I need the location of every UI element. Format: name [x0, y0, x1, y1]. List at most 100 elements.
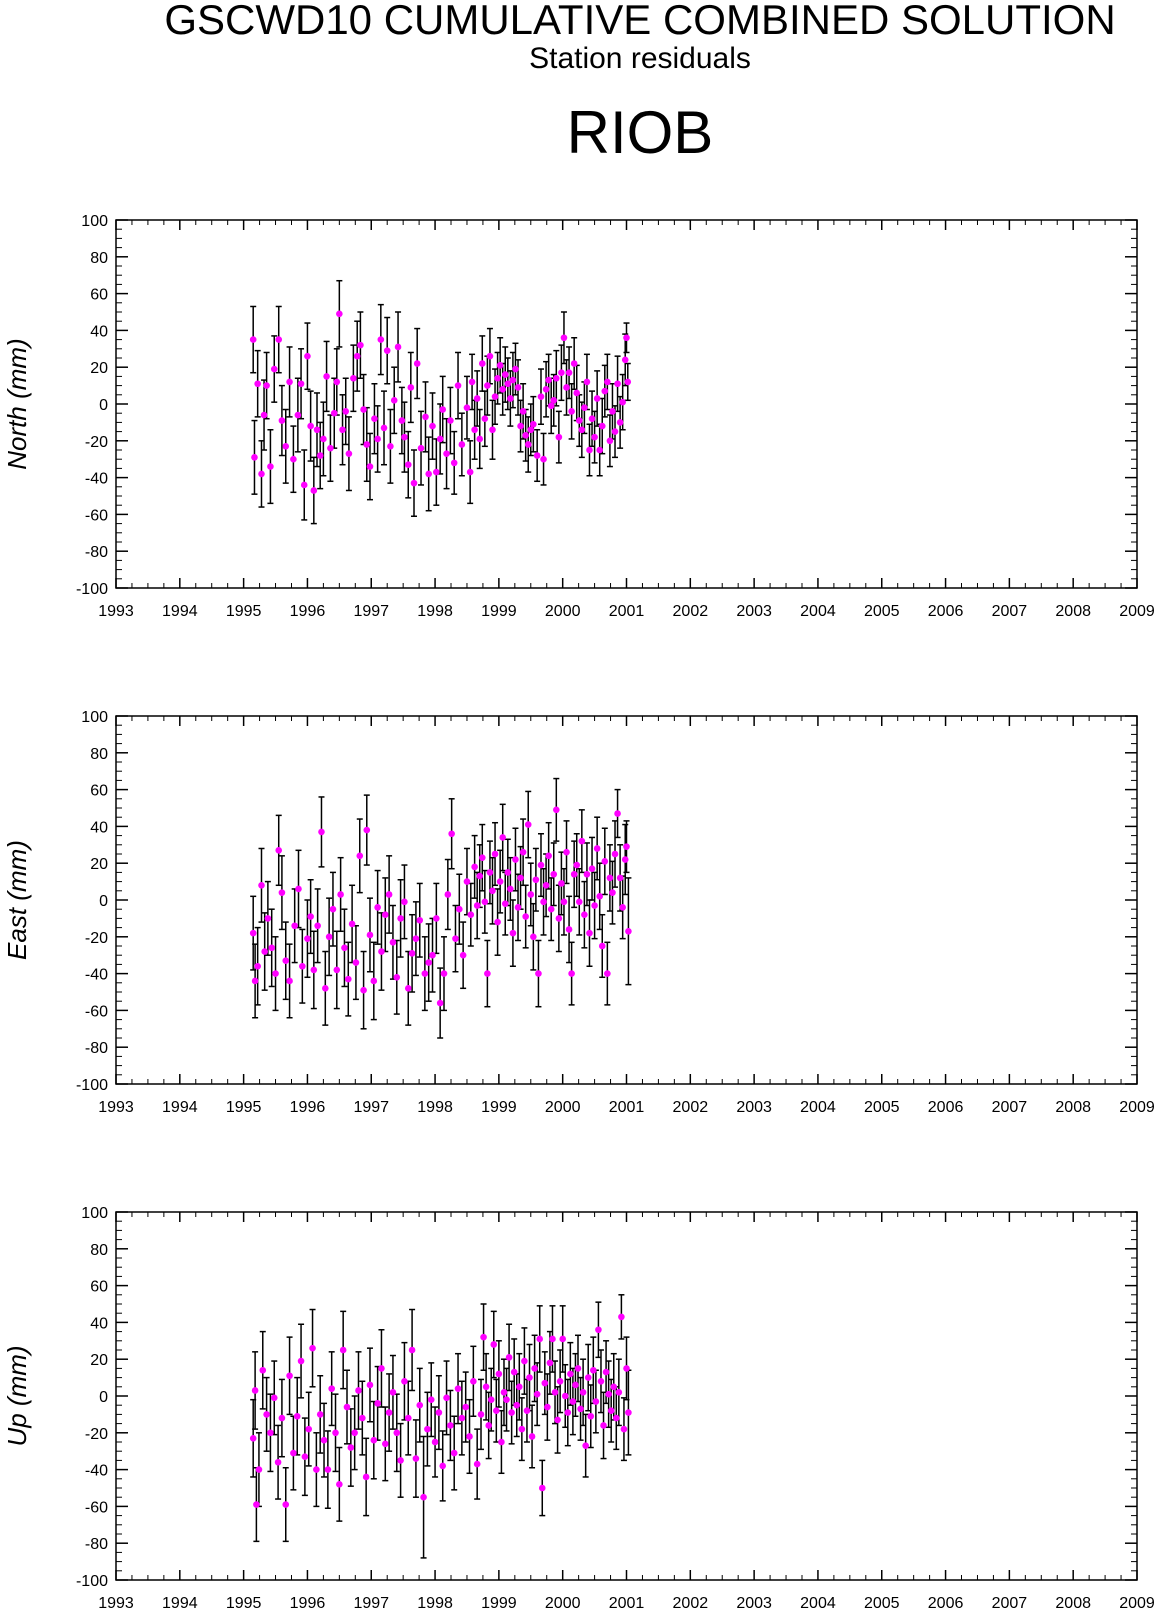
- data-point: [541, 1379, 549, 1387]
- data-point: [601, 387, 609, 395]
- data-point: [450, 1449, 458, 1457]
- data-point: [267, 463, 274, 470]
- data-point: [584, 1374, 592, 1381]
- data-point: [570, 870, 578, 878]
- data-point: [561, 1392, 569, 1400]
- data-point: [555, 433, 563, 441]
- data-point: [546, 1359, 554, 1367]
- data-point: [397, 1457, 404, 1464]
- north-errorbars: [250, 279, 631, 525]
- data-point: [527, 426, 535, 434]
- data-point: [341, 944, 348, 952]
- east-xtick-label: 2006: [928, 1099, 964, 1116]
- data-point: [596, 446, 603, 454]
- data-point: [443, 450, 450, 457]
- data-point: [343, 1403, 351, 1411]
- data-point: [478, 360, 486, 367]
- data-point: [568, 970, 575, 977]
- north-ytick-label: 100: [81, 213, 108, 230]
- data-point: [471, 426, 478, 434]
- north-xtick-label: 2006: [928, 603, 964, 620]
- data-point: [295, 885, 302, 893]
- data-point: [417, 444, 425, 452]
- north-xtick-label: 2007: [992, 603, 1028, 620]
- data-point: [537, 393, 545, 400]
- up-xtick-label: 2001: [609, 1595, 645, 1612]
- north-ylabel: North (mm): [2, 338, 32, 469]
- data-point: [550, 870, 558, 878]
- north-xtick-label: 2000: [545, 603, 581, 620]
- data-point: [422, 413, 429, 421]
- data-point: [337, 891, 344, 898]
- data-point: [390, 397, 398, 404]
- north-ytick-label: 60: [90, 287, 108, 304]
- data-point: [454, 1385, 462, 1392]
- data-point: [459, 951, 467, 959]
- data-point: [397, 915, 404, 922]
- up-xtick-label: 2006: [928, 1595, 964, 1612]
- data-point: [351, 1429, 358, 1437]
- data-point: [554, 1416, 561, 1424]
- data-point: [356, 852, 364, 860]
- data-point: [521, 1357, 528, 1365]
- data-point: [621, 856, 629, 863]
- data-point: [366, 931, 374, 939]
- data-point: [316, 452, 324, 459]
- data-point: [563, 848, 570, 856]
- data-point: [385, 1409, 393, 1416]
- data-point: [514, 384, 522, 391]
- data-point: [537, 861, 545, 869]
- north-xtick-label: 2002: [673, 603, 709, 620]
- data-point: [404, 985, 412, 992]
- data-point: [329, 905, 337, 913]
- data-point: [294, 411, 302, 419]
- up-xtick-label: 2002: [673, 1595, 709, 1612]
- east-xtick-label: 1996: [290, 1099, 326, 1116]
- data-point: [436, 999, 444, 1007]
- data-point: [485, 1422, 492, 1429]
- north-xtick-label: 2008: [1055, 603, 1091, 620]
- data-point: [456, 905, 463, 913]
- up-xtick-label: 2004: [800, 1595, 836, 1612]
- data-point: [491, 850, 499, 858]
- east-xtick-label: 2007: [992, 1099, 1028, 1116]
- data-point: [272, 970, 279, 977]
- up-ytick-label: -40: [85, 1463, 108, 1480]
- data-point: [600, 1422, 607, 1429]
- data-point: [609, 889, 616, 896]
- east-xtick-label: 1993: [98, 1099, 134, 1116]
- data-point: [404, 461, 412, 469]
- data-point: [623, 843, 630, 850]
- up-ytick-label: -60: [85, 1499, 108, 1516]
- data-point: [249, 929, 257, 937]
- up-ytick-label: -100: [76, 1573, 108, 1590]
- data-point: [439, 1462, 447, 1470]
- data-point: [258, 881, 265, 889]
- data-point: [478, 854, 486, 861]
- data-point: [345, 450, 353, 457]
- up-xtick-label: 1994: [162, 1595, 198, 1612]
- data-point: [433, 915, 440, 922]
- data-point: [574, 1365, 582, 1372]
- east-ytick-label: -40: [85, 967, 108, 984]
- data-point: [625, 927, 632, 935]
- data-point: [293, 1412, 301, 1420]
- data-point: [575, 898, 583, 906]
- east-xtick-label: 2004: [800, 1099, 836, 1116]
- data-point: [408, 1346, 416, 1354]
- data-point: [476, 872, 484, 880]
- east-xtick-label: 2002: [673, 1099, 709, 1116]
- east-xtick-label: 2000: [545, 1099, 581, 1116]
- data-point: [254, 380, 261, 388]
- data-point: [530, 933, 537, 941]
- data-point: [503, 1396, 510, 1403]
- data-point: [484, 382, 491, 389]
- up-xtick-label: 1997: [353, 1595, 389, 1612]
- data-point: [473, 902, 481, 909]
- data-point: [607, 1407, 615, 1415]
- data-point: [553, 374, 560, 382]
- up-ytick-label: 20: [90, 1352, 108, 1369]
- east-xtick-label: 1994: [162, 1099, 198, 1116]
- data-point: [491, 393, 499, 400]
- north-xtick-label: 1993: [98, 603, 134, 620]
